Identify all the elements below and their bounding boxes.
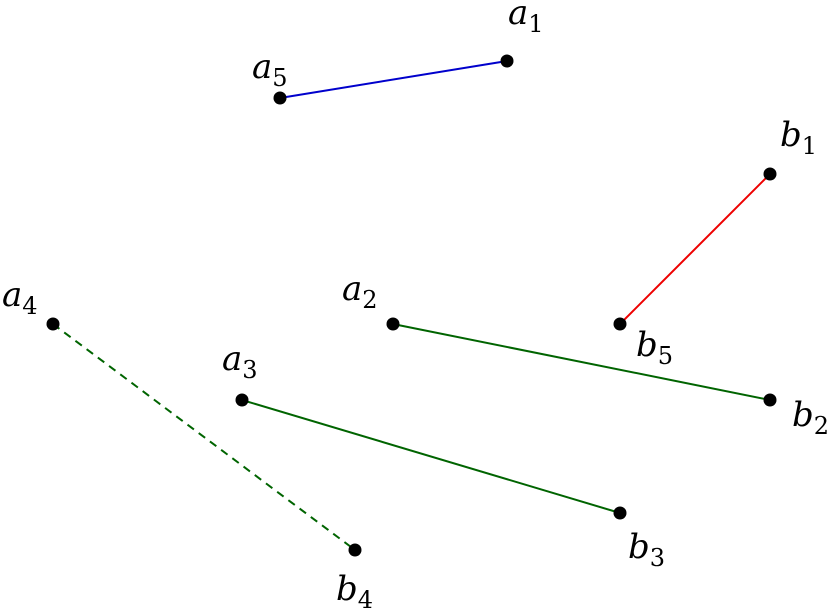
letter: b [792, 395, 814, 435]
index: 3 [650, 544, 665, 572]
node-label: b2 [792, 395, 829, 440]
letter: a [252, 47, 272, 87]
node-label: b5 [636, 325, 673, 370]
index: 2 [814, 412, 829, 440]
node-label: b4 [336, 569, 373, 614]
point [613, 506, 627, 520]
letter: b [336, 569, 358, 609]
node-label: a3 [222, 339, 258, 384]
node-label: a1 [508, 0, 544, 38]
index: 5 [272, 64, 287, 92]
letter: b [780, 115, 802, 155]
index: 2 [362, 286, 377, 314]
node-label: b3 [628, 527, 665, 572]
node-label: a4 [2, 275, 38, 320]
edge-a3-b3 [241, 399, 621, 514]
index: 4 [358, 586, 373, 614]
index: 5 [658, 342, 673, 370]
point [348, 543, 362, 557]
letter: a [2, 275, 22, 315]
point [613, 317, 627, 331]
letter: b [628, 527, 650, 567]
point [763, 393, 777, 407]
point [500, 54, 514, 68]
index: 4 [22, 292, 37, 320]
point [273, 91, 287, 105]
point [386, 317, 400, 331]
point [235, 393, 249, 407]
index: 3 [242, 356, 257, 384]
point [46, 317, 60, 331]
edge-a2-b2 [392, 323, 771, 401]
letter: b [636, 325, 658, 365]
index: 1 [528, 10, 543, 38]
node-label: b1 [780, 115, 817, 160]
letter: a [508, 0, 528, 33]
edge-b1-b5 [619, 173, 771, 325]
edge-a5-a1 [279, 60, 508, 99]
index: 1 [802, 132, 817, 160]
edge-a4-b4 [52, 323, 356, 551]
letter: a [222, 339, 242, 379]
node-label: a2 [342, 269, 378, 314]
node-label: a5 [252, 47, 288, 92]
letter: a [342, 269, 362, 309]
point [763, 167, 777, 181]
